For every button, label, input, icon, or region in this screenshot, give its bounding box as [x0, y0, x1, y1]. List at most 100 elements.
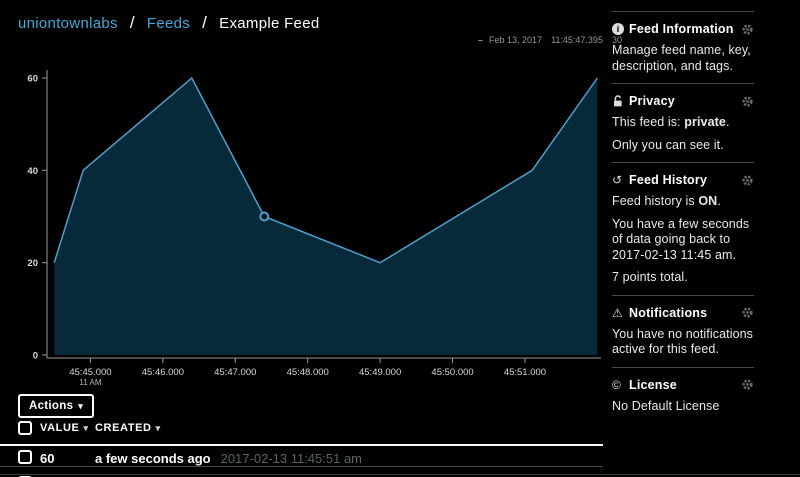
sidebar-text: .: [717, 194, 721, 208]
sidebar-section-divider: [612, 162, 754, 163]
sidebar-section-header: © License: [612, 378, 754, 392]
x-tick-label: 45:46.000: [142, 367, 184, 378]
column-header-created-label: CREATED: [95, 422, 152, 434]
sidebar-section-header: ↺ Feed History: [612, 173, 754, 187]
sidebar-section-body: Manage feed name, key, description, and …: [612, 43, 754, 74]
sidebar-paragraph: You have a few seconds of data going bac…: [612, 217, 754, 264]
y-tick-label: 20: [27, 258, 38, 269]
breadcrumb: uniontownlabs / Feeds / Example Feed: [18, 13, 320, 33]
actions-dropdown-button[interactable]: Actions ▾: [18, 394, 95, 418]
sidebar-section-license: © License No Default License: [612, 378, 754, 415]
sidebar-section-divider: [612, 83, 754, 84]
x-tick-label: 45:51.000: [504, 367, 546, 378]
actions-button-label: Actions: [29, 400, 74, 412]
sidebar-section-header: ⚠ Notifications: [612, 306, 754, 320]
sidebar-paragraph: 7 points total.: [612, 270, 754, 286]
sidebar-section-body: Feed history is ON. You have a few second…: [612, 194, 754, 286]
sidebar-section-body: No Default License: [612, 399, 754, 415]
gear-icon[interactable]: [741, 23, 754, 36]
sidebar-text: You have a few seconds of data going bac…: [612, 216, 750, 262]
y-tick-label: 0: [33, 351, 38, 362]
chart-area-fill: [54, 78, 598, 355]
sidebar-paragraph: You have no notifications active for thi…: [612, 327, 754, 358]
gear-icon[interactable]: [741, 378, 754, 391]
sidebar-section-title: Feed History: [629, 173, 708, 187]
sidebar-section-title: Feed Information: [629, 22, 734, 36]
y-tick-label: 60: [27, 74, 38, 85]
sidebar-text: This feed is:: [612, 115, 685, 129]
sidebar-text-bold: private: [684, 115, 726, 129]
sidebar-section-header: Privacy: [612, 94, 754, 108]
sidebar-section-feed-history: ↺ Feed History Feed history is ON. You have…: [612, 173, 754, 286]
chevron-down-icon: ▾: [78, 401, 84, 411]
sidebar-text-bold: ON: [698, 194, 718, 208]
x-tick-label: 45:48.000: [287, 367, 329, 378]
legend-time: 11:45:47.395: [551, 35, 603, 45]
breadcrumb-link-Feeds[interactable]: Feeds: [146, 15, 191, 32]
breadcrumb-current: Example Feed: [219, 15, 320, 32]
warning-icon: ⚠: [612, 305, 623, 320]
sidebar-section-header: i Feed Information: [612, 22, 754, 36]
chart-tooltip-legend: – Feb 13, 2017 11:45:47.395 30: [478, 35, 622, 45]
sidebar-section-divider: [612, 366, 754, 368]
x-tick-label: 45:49.000: [359, 367, 401, 378]
legend-value: 30: [611, 35, 622, 45]
table-row: 60 a few seconds ago 2017-02-13 11:45:51 a…: [0, 447, 603, 466]
license-icon: ©: [612, 377, 621, 392]
row-checkbox[interactable]: [18, 450, 32, 464]
sidebar-paragraph: This feed is: private.: [612, 115, 754, 131]
breadcrumb-separator: /: [197, 13, 213, 32]
table-header-underline: [0, 444, 603, 446]
history-icon: ↺: [612, 173, 623, 187]
table-row-divider: [0, 466, 603, 467]
sidebar-text: .: [725, 115, 730, 129]
breadcrumb-link-uniontownlabs[interactable]: uniontownlabs: [18, 15, 118, 32]
sidebar-section-privacy: Privacy This feed is: private. Only you ca…: [612, 94, 754, 153]
sidebar-section-title: Privacy: [629, 94, 675, 108]
sidebar-section-title: License: [629, 377, 677, 392]
sidebar-section-divider: [612, 11, 754, 12]
gear-icon[interactable]: [741, 174, 754, 187]
sidebar-section-title: Notifications: [629, 305, 708, 320]
breadcrumb-separator: /: [124, 13, 140, 32]
sidebar-section-divider: [612, 294, 754, 296]
cell-created: a few seconds ago 2017-02-13 11:45:51 am: [95, 451, 362, 466]
sidebar-section-body: You have no notifications active for thi…: [612, 327, 754, 358]
created-absolute: 2017-02-13 11:45:51 am: [220, 451, 363, 466]
info-icon: i: [612, 23, 629, 35]
sidebar-text: Feed history is: [612, 194, 699, 208]
sort-caret-icon: ▾: [83, 423, 89, 433]
gear-icon[interactable]: [741, 306, 754, 319]
select-all-checkbox[interactable]: [18, 421, 32, 435]
sidebar-text: You have no notifications active for thi…: [612, 326, 754, 357]
legend-series-dash-icon: –: [478, 35, 484, 45]
legend-date: Feb 13, 2017: [489, 35, 543, 45]
created-relative: a few seconds ago: [95, 451, 211, 466]
y-tick-label: 40: [27, 166, 38, 177]
table-row-divider: [0, 474, 800, 475]
sidebar-section-notifications: ⚠ Notifications You have no notifications …: [612, 306, 754, 358]
x-tick-sublabel: 11 AM: [79, 378, 101, 387]
sidebar-paragraph: No Default License: [612, 399, 754, 415]
column-header-value[interactable]: VALUE ▾: [40, 422, 89, 434]
column-header-value-label: VALUE: [40, 422, 80, 434]
cell-value: 60: [40, 451, 55, 466]
table-header-row: VALUE ▾ CREATED ▾: [0, 420, 604, 442]
feed-sidebar: i Feed Information Manage feed name, key, …: [612, 2, 754, 421]
column-header-created[interactable]: CREATED ▾: [95, 422, 161, 434]
sidebar-text: 7 points total.: [612, 270, 688, 284]
x-tick-label: 45:45.000: [69, 367, 111, 378]
sidebar-text: Only you can see it.: [612, 137, 724, 152]
sidebar-paragraph: Feed history is ON.: [612, 194, 754, 210]
sidebar-paragraph: Only you can see it.: [612, 138, 754, 154]
selected-point-marker: [259, 211, 270, 222]
gear-icon[interactable]: [741, 95, 754, 108]
sidebar-section-feed-information: i Feed Information Manage feed name, key, …: [612, 22, 754, 74]
sidebar-text: No Default License: [612, 398, 720, 413]
x-tick-label: 45:47.000: [214, 367, 256, 378]
sort-caret-icon: ▾: [155, 423, 161, 433]
sidebar-paragraph: Manage feed name, key, description, and …: [612, 43, 754, 74]
sidebar-section-body: This feed is: private. Only you can see i…: [612, 115, 754, 153]
